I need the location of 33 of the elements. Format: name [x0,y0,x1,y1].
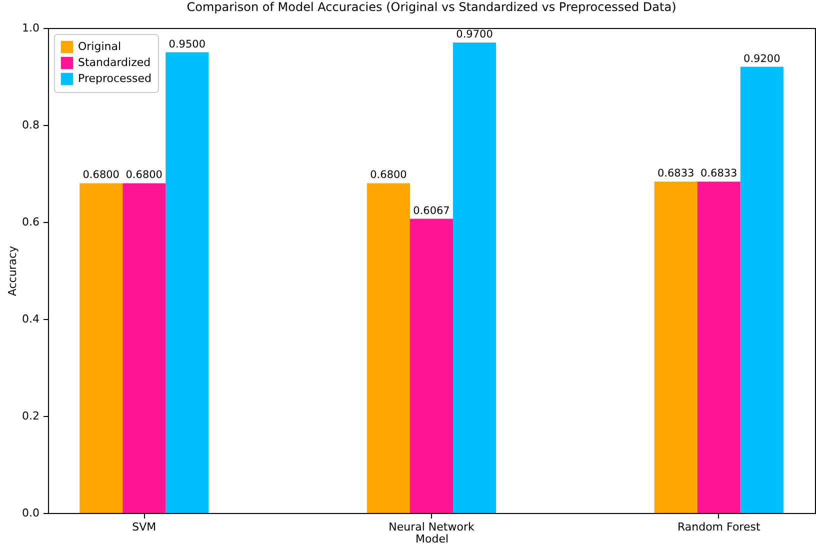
legend-label: Original [78,40,122,53]
y-tick-label: 0.8 [22,118,40,132]
x-axis-title: Model [415,532,449,545]
data-label: 0.9200 [744,52,780,65]
data-label: 0.6833 [657,168,694,180]
data-label: 0.6833 [700,168,738,180]
y-tick-label: 0.0 [22,506,40,520]
bar [166,52,209,513]
bar [740,66,784,513]
data-label: 0.9700 [456,28,493,41]
y-tick-label: 0.2 [22,410,40,422]
data-label: 0.6800 [82,169,120,182]
data-label: 0.9500 [168,38,206,50]
y-tick-label: 0.6 [22,216,40,228]
bar [366,183,410,513]
legend-label: Preprocessed [78,72,152,85]
data-label: 0.6067 [413,204,450,217]
y-tick-label: 0.4 [22,312,40,326]
data-label: 0.6800 [370,169,407,182]
bar [654,182,698,513]
bar [410,218,454,513]
x-tick-label: Random Forest [677,520,761,534]
bar [453,42,496,513]
x-tick-label: Neural Network [388,520,475,534]
y-axis-title: Accuracy [6,245,20,296]
bar [80,183,123,513]
chart-title: Comparison of Model Accuracies (Original vs Standardized vs Preprocessed Data) [186,0,676,14]
x-tick-label: SVM [132,520,156,534]
y-tick-label: 1.0 [22,22,40,34]
legend-label: Standardized [78,56,151,69]
bar [697,182,740,513]
data-label: 0.6800 [126,169,162,182]
bar [122,183,166,513]
